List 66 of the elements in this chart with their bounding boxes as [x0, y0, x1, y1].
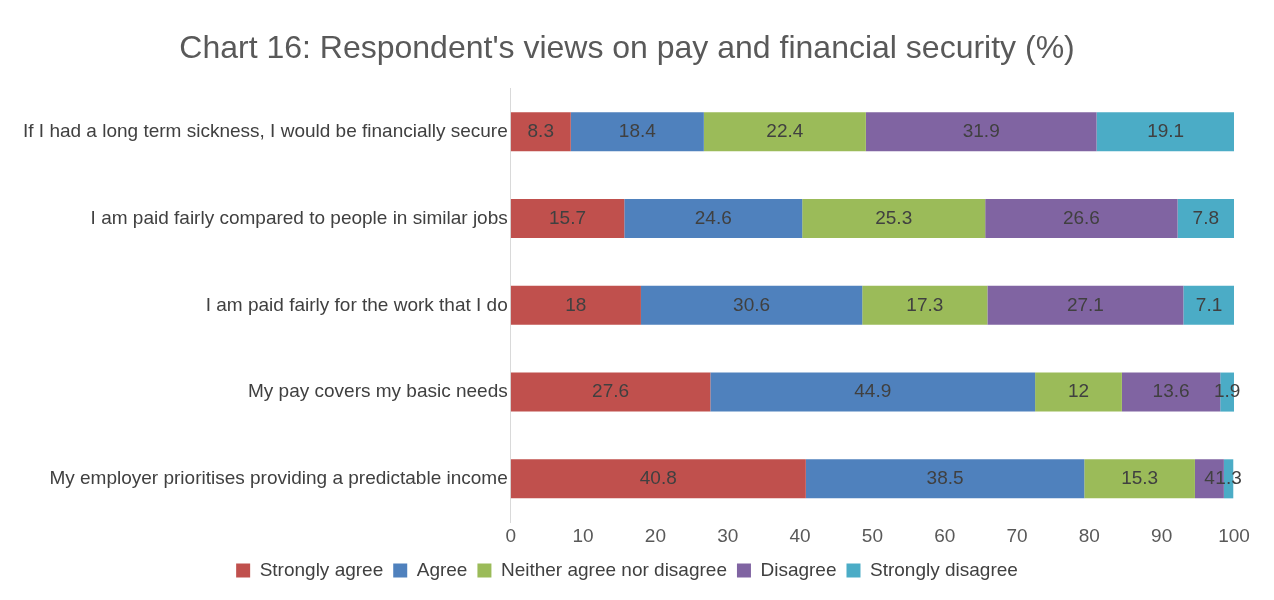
x-tick-label: 20: [644, 524, 666, 546]
bar: [985, 199, 1178, 239]
data-label: 30.6: [733, 293, 771, 315]
legend-label: Strongly disagree: [869, 558, 1018, 580]
bar: [1183, 285, 1234, 325]
y-tick-label: If I had a long term sickness, I would be financially secure: [22, 120, 508, 142]
bar: [1035, 372, 1122, 412]
data-label: 26.6: [1062, 206, 1100, 228]
x-tick-label: 100: [1218, 524, 1250, 546]
data-label: 7.8: [1192, 206, 1219, 228]
data-label: 18.4: [618, 120, 657, 142]
data-label: 15.3: [1121, 467, 1159, 489]
data-label: 27.1: [1066, 293, 1104, 315]
data-label: 40.8: [639, 467, 677, 489]
y-tick-label: I am paid fairly compared to people in similar jobs: [90, 206, 508, 228]
data-label: 38.5: [926, 467, 964, 489]
bar: [510, 199, 625, 239]
bar: [510, 112, 571, 152]
x-tick-label: 50: [861, 524, 883, 546]
chart-title: Chart 16: Respondent's views on pay and financial security (%): [179, 29, 1075, 66]
data-label: 19.1: [1147, 120, 1185, 142]
data-label: 44.9: [854, 380, 892, 402]
data-label: 31.9: [962, 120, 1000, 142]
legend-label: Disagree: [760, 558, 837, 580]
data-label: 4: [1204, 467, 1216, 489]
x-tick-label: 10: [572, 524, 594, 546]
data-label: 24.6: [694, 206, 732, 228]
bar: [624, 199, 803, 239]
bar: [703, 112, 866, 152]
bar: [570, 112, 704, 152]
data-label: 18: [565, 293, 587, 315]
y-tick-label: I am paid fairly for the work that I do: [205, 293, 508, 315]
data-label: 8.3: [527, 120, 554, 142]
bar: [865, 112, 1097, 152]
bar: [1084, 459, 1195, 499]
x-tick-label: 0: [505, 524, 517, 546]
x-tick-label: 60: [934, 524, 956, 546]
x-tick-label: 90: [1151, 524, 1173, 546]
legend-label: Neither agree nor disagree: [500, 558, 727, 580]
data-label: 15.7: [549, 206, 587, 228]
bar: [510, 459, 806, 499]
x-tick-label: 40: [789, 524, 811, 546]
bar: [640, 285, 863, 325]
x-tick-label: 30: [717, 524, 739, 546]
bar: [510, 285, 641, 325]
bar: [802, 199, 986, 239]
data-label: 7.1: [1195, 293, 1223, 315]
legend-label: Agree: [416, 558, 468, 580]
data-label: 12: [1067, 380, 1090, 402]
bar: [805, 459, 1085, 499]
bar: [987, 285, 1184, 325]
x-tick-label: 70: [1006, 524, 1028, 546]
data-label: 22.4: [766, 120, 804, 142]
data-label: 17.3: [906, 293, 944, 315]
data-label: 25.3: [875, 206, 913, 228]
data-label: 13.6: [1152, 380, 1190, 402]
y-tick-label: My pay covers my basic needs: [247, 380, 508, 402]
data-label: 27.6: [592, 380, 630, 402]
y-tick-label: My employer prioritises providing a predictable income: [49, 467, 508, 489]
bar: [862, 285, 988, 325]
bar: [510, 372, 711, 412]
bar: [710, 372, 1036, 412]
bar: [1177, 199, 1234, 239]
legend-label: Strongly agree: [259, 558, 384, 580]
bar: [1096, 112, 1234, 152]
x-tick-label: 80: [1078, 524, 1100, 546]
